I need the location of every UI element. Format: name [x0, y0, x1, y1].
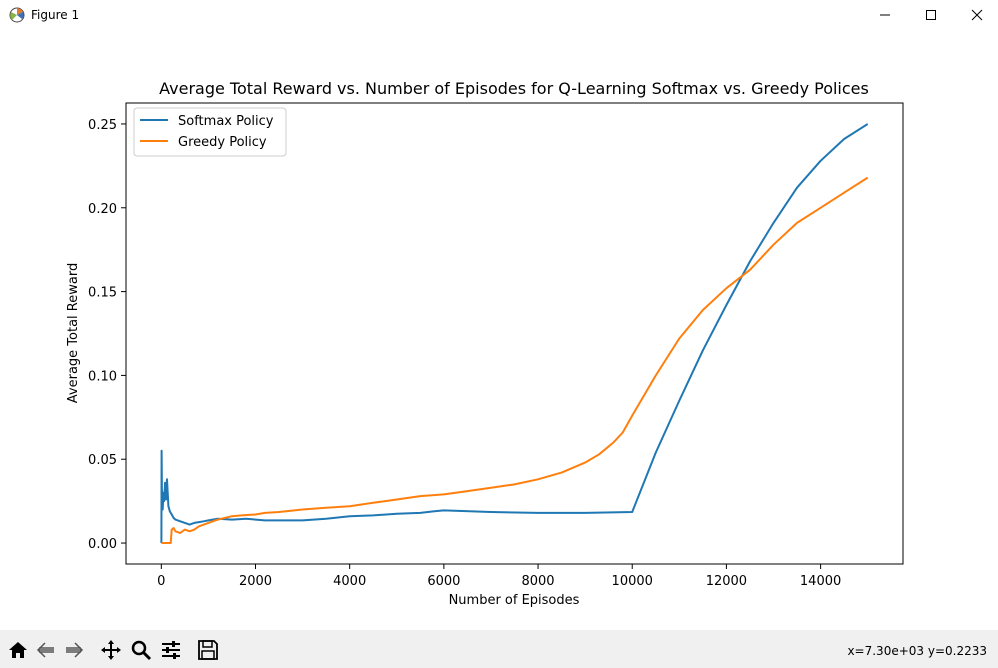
- legend-box: [133, 107, 287, 157]
- figure-canvas[interactable]: Average Total Reward vs. Number of Episo…: [0, 30, 998, 630]
- legend: Softmax Policy Greedy Policy: [133, 107, 287, 157]
- x-tick-label: 4000: [333, 574, 366, 589]
- zoom-button[interactable]: [129, 638, 153, 662]
- y-tick-label: 0.25: [88, 118, 117, 133]
- x-tick-label: 12000: [706, 574, 747, 589]
- save-button[interactable]: [196, 638, 220, 662]
- y-tick-label: 0.05: [88, 453, 117, 468]
- pan-button[interactable]: [99, 638, 123, 662]
- series-line-greedy: [161, 176, 869, 544]
- y-tick-label: 0.20: [88, 202, 117, 217]
- series-line-softmax: [160, 123, 869, 544]
- close-button[interactable]: [954, 0, 998, 30]
- home-button[interactable]: [6, 638, 30, 662]
- pan-icon: [101, 640, 121, 660]
- y-axis: 0.00 0.05 0.10 0.15 0.20 0.25: [88, 118, 126, 552]
- x-tick-label: 14000: [800, 574, 841, 589]
- x-tick-label: 2000: [239, 574, 272, 589]
- home-icon: [9, 642, 27, 658]
- zoom-icon: [131, 640, 152, 661]
- y-axis-label: Average Total Reward: [66, 263, 81, 403]
- legend-label-greedy: Greedy Policy: [178, 135, 267, 150]
- minimize-icon: [880, 14, 890, 16]
- legend-label-softmax: Softmax Policy: [178, 114, 274, 129]
- forward-icon: [66, 642, 84, 658]
- x-tick-label: 0: [157, 574, 165, 589]
- y-tick-label: 0.10: [88, 369, 117, 384]
- window-titlebar: Figure 1: [0, 0, 998, 30]
- forward-button[interactable]: [62, 638, 86, 662]
- configure-subplots-icon: [162, 641, 180, 659]
- back-icon: [36, 642, 54, 658]
- axes-frame: [125, 102, 904, 565]
- y-tick-label: 0.00: [88, 537, 117, 552]
- minimize-button[interactable]: [862, 0, 908, 30]
- maximize-button[interactable]: [908, 0, 954, 30]
- x-axis-label: Number of Episodes: [449, 593, 580, 608]
- x-tick-label: 6000: [427, 574, 460, 589]
- chart-title: Average Total Reward vs. Number of Episo…: [159, 79, 869, 98]
- x-axis: 0 2000 4000 6000 8000 10000 12000 14000: [157, 564, 841, 589]
- save-icon: [198, 640, 218, 660]
- x-tick-label: 10000: [612, 574, 653, 589]
- matplotlib-icon: [9, 7, 25, 23]
- maximize-icon: [926, 10, 936, 20]
- navigation-toolbar: x=7.30e+03 y=0.2233: [0, 630, 998, 668]
- back-button[interactable]: [34, 638, 58, 662]
- configure-subplots-button[interactable]: [159, 638, 183, 662]
- close-icon: [971, 9, 983, 21]
- plot-lines: [160, 123, 869, 544]
- y-tick-label: 0.15: [88, 286, 117, 301]
- x-tick-label: 8000: [521, 574, 554, 589]
- window-title: Figure 1: [31, 8, 80, 22]
- cursor-coordinates: x=7.30e+03 y=0.2233: [847, 644, 987, 658]
